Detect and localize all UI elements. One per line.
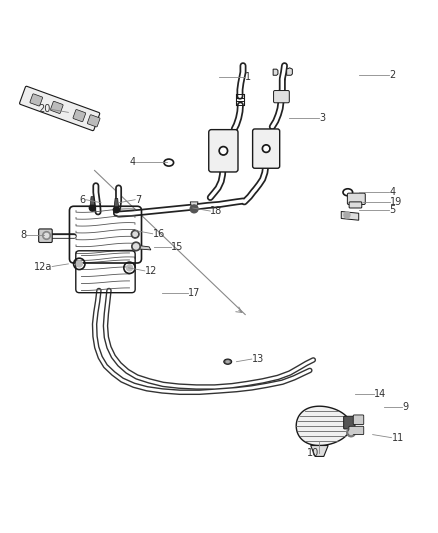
Text: 14: 14 [374,389,386,399]
Text: 12: 12 [145,266,157,276]
Circle shape [264,147,268,151]
Text: 4: 4 [389,187,396,197]
Text: 16: 16 [152,229,165,239]
FancyBboxPatch shape [344,416,355,429]
Ellipse shape [226,360,230,363]
Text: 8: 8 [20,230,26,240]
Text: 12a: 12a [34,262,52,271]
Polygon shape [273,69,278,75]
Circle shape [113,207,120,213]
Text: 4: 4 [130,157,136,167]
FancyBboxPatch shape [209,130,238,172]
FancyBboxPatch shape [349,202,362,208]
Circle shape [133,232,138,236]
Polygon shape [139,246,151,250]
Ellipse shape [224,359,232,364]
Circle shape [127,265,133,271]
Polygon shape [90,197,95,205]
Circle shape [44,233,49,238]
Circle shape [132,242,141,251]
Circle shape [76,261,82,267]
Polygon shape [287,68,292,75]
Circle shape [349,430,353,434]
Text: 7: 7 [135,195,141,205]
Text: 2: 2 [389,70,396,80]
Text: 20: 20 [39,104,51,114]
Polygon shape [296,406,351,446]
Circle shape [344,212,350,218]
Circle shape [219,147,228,155]
Text: 1: 1 [245,72,251,82]
Text: 9: 9 [403,402,409,412]
Text: 6: 6 [80,195,86,205]
Text: 11: 11 [392,433,404,442]
FancyBboxPatch shape [73,109,86,122]
FancyBboxPatch shape [30,94,42,106]
Text: 10: 10 [307,448,319,458]
FancyBboxPatch shape [353,415,364,425]
Text: 15: 15 [171,242,184,252]
Text: 5: 5 [389,205,396,215]
Circle shape [89,205,95,211]
Circle shape [131,230,139,238]
Polygon shape [114,198,119,207]
FancyBboxPatch shape [87,115,100,127]
Circle shape [347,428,356,437]
Circle shape [221,148,226,154]
FancyBboxPatch shape [50,101,63,114]
FancyBboxPatch shape [274,91,289,103]
Circle shape [262,144,270,152]
FancyBboxPatch shape [39,229,52,243]
FancyBboxPatch shape [20,86,100,131]
Text: 19: 19 [390,197,403,207]
Text: 18: 18 [210,206,223,216]
FancyBboxPatch shape [349,426,364,434]
Polygon shape [311,446,328,456]
Polygon shape [341,212,359,220]
FancyBboxPatch shape [347,193,365,205]
Circle shape [134,244,139,249]
Text: 17: 17 [188,288,201,298]
Circle shape [42,231,50,239]
Polygon shape [190,202,198,206]
Text: 13: 13 [252,354,264,364]
Circle shape [190,205,198,213]
Text: 3: 3 [319,113,325,123]
FancyBboxPatch shape [253,129,280,168]
